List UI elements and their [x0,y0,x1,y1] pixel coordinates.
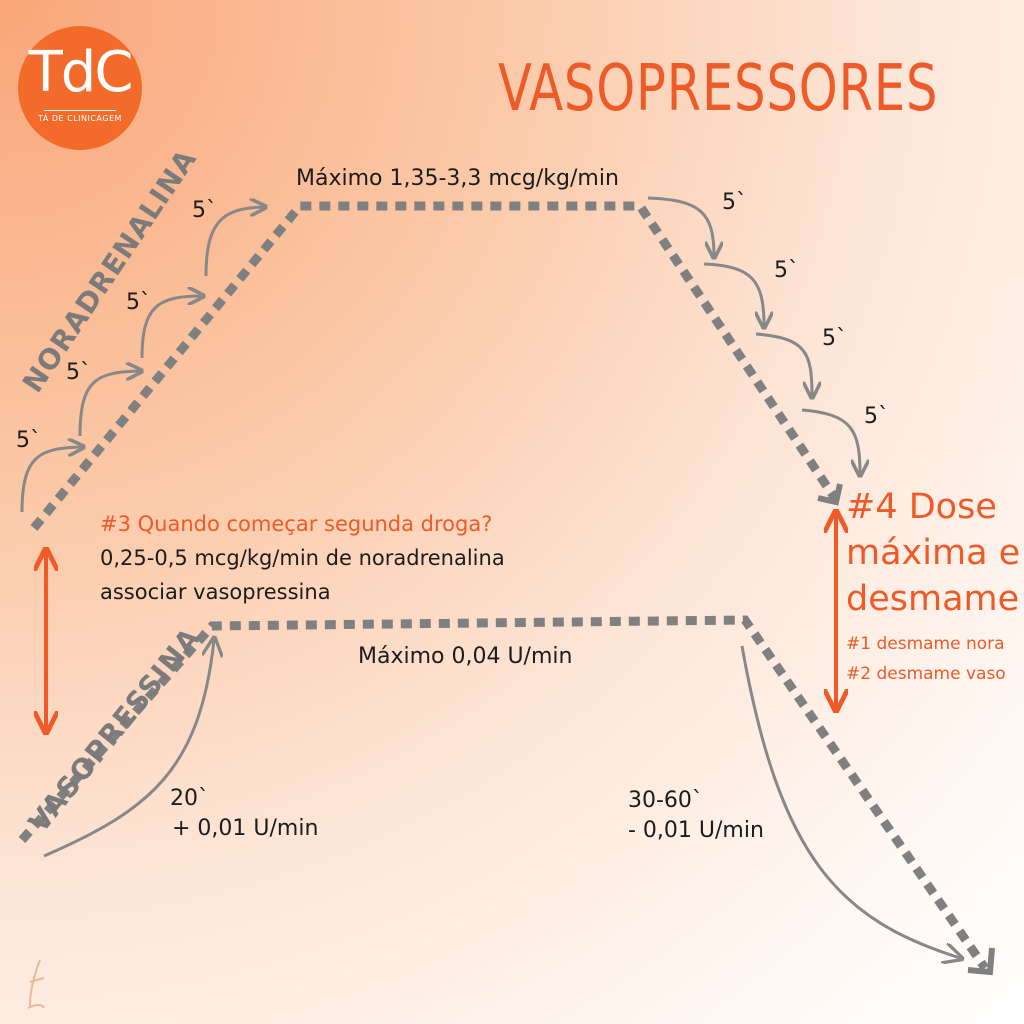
vasopressina-titration-arrow [43,640,214,858]
step-up-label: 5` [126,290,151,315]
logo-badge: TdC TÁ DE CLINICAGEM [18,26,142,150]
vasopressina-weaning-arrow [740,645,960,958]
vasopressina-down-time: 30-60` [628,788,703,813]
second-drug-question: #3 Quando começar segunda droga? [100,512,493,536]
logo-divider [44,110,116,111]
second-drug-dose-line: 0,25-0,5 mcg/kg/min de noradrenalina [100,546,505,570]
weaning-step-1: #1 desmame nora [846,634,1005,654]
vasopressina-max-dose: Máximo 0,04 U/min [358,644,573,669]
vasopressina-down-dose: - 0,01 U/min [628,818,764,843]
signature-mark-icon [27,959,45,1009]
step-down-label: 5` [864,404,889,429]
step-down-label: 5` [722,190,747,215]
step-up-arrows [20,207,264,513]
page-title: VASOPRESSORES [498,52,939,126]
weaning-title-line-3: desmame [846,579,1020,619]
weaning-title-line-1: #4 Dose [846,487,997,527]
weaning-title-line-2: máxima e [846,533,1021,573]
step-down-label: 5` [822,326,847,351]
vasopressina-end-arrowhead [967,947,995,976]
vasopressina-up-dose: + 0,01 U/min [172,816,319,841]
second-drug-action-line: associar vasopressina [100,580,331,604]
weaning-step-2: #2 desmame vaso [846,664,1006,684]
step-up-label: 5` [66,360,91,385]
step-down-arrows [647,196,860,474]
logo-subtitle: TÁ DE CLINICAGEM [38,114,122,123]
noradrenalina-end-arrowhead [817,483,843,506]
step-up-label: 5` [192,198,217,223]
noradrenalina-max-dose: Máximo 1,35-3,3 mcg/kg/min [296,166,619,191]
noradrenalina-dose-curve [30,201,840,531]
vasopressina-dose-curve [18,615,989,971]
step-down-label: 5` [774,258,799,283]
vasopressina-up-time: 20` [170,786,209,811]
step-up-label: 5` [16,428,41,453]
logo-text: TdC [28,40,134,105]
